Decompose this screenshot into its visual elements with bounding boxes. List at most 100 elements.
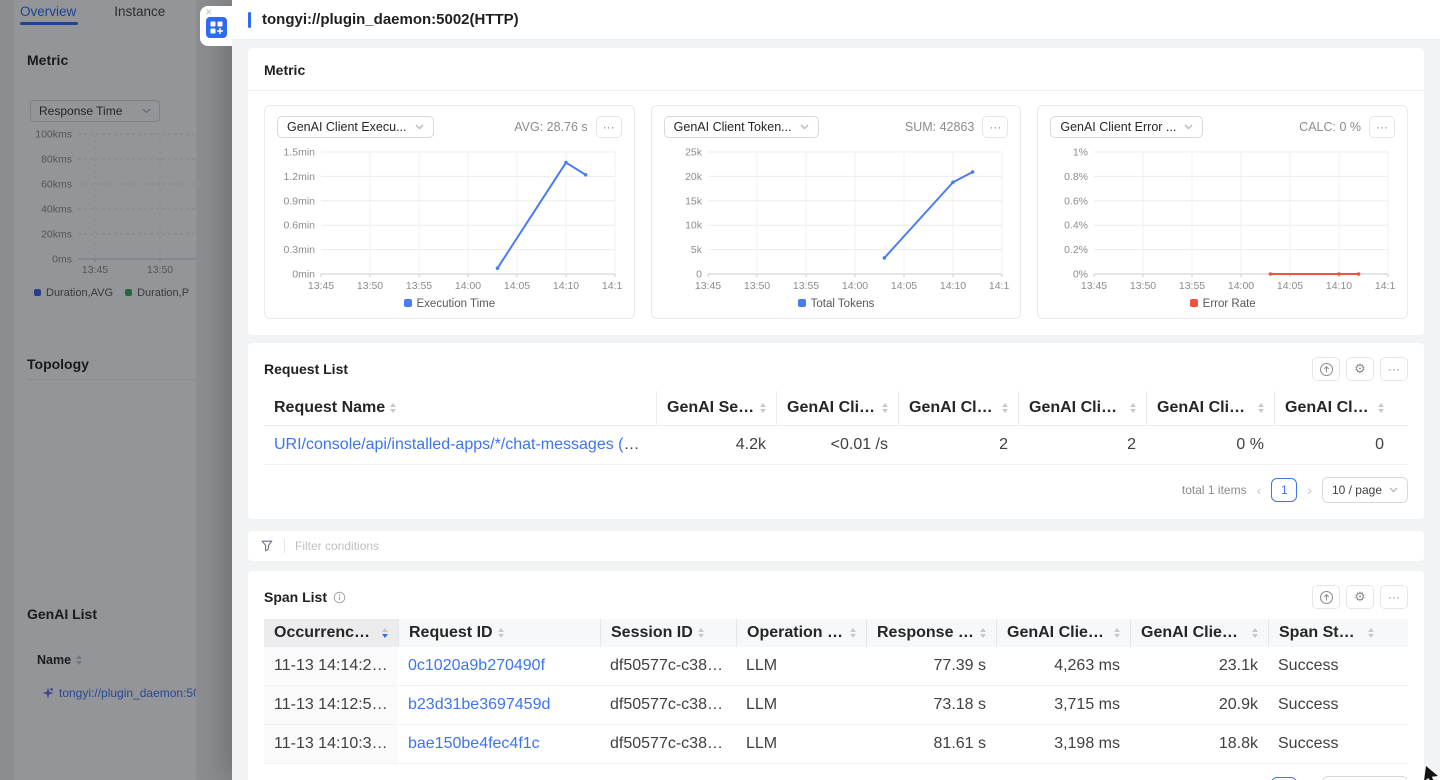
svg-text:14:15: 14:15 (989, 280, 1010, 292)
cell-link[interactable]: b23d31be3697459d (408, 696, 550, 713)
sort-icon[interactable] (760, 403, 766, 413)
table-cell: 0 % (1146, 426, 1274, 464)
svg-text:0.9min: 0.9min (283, 195, 315, 207)
span-table: Occurrence TimeRequest IDSession IDOpera… (264, 619, 1408, 764)
chart-metric-select-value: GenAI Client Execu... (287, 120, 407, 134)
chart-metric-select[interactable]: GenAI Client Execu... (277, 116, 434, 138)
svg-text:0.6%: 0.6% (1064, 195, 1088, 207)
svg-text:0.2%: 0.2% (1064, 244, 1088, 256)
chart-card-2: GenAI Client Error ...CALC: 0 %···1%0.8%… (1037, 105, 1408, 319)
settings-button[interactable]: ⚙ (1346, 585, 1374, 609)
sort-icon[interactable] (698, 628, 704, 638)
chart-metric-select[interactable]: GenAI Client Token... (664, 116, 819, 138)
chevron-down-icon (415, 124, 424, 130)
legend-item[interactable]: Total Tokens (798, 298, 875, 310)
export-button[interactable] (1312, 585, 1340, 609)
sort-icon[interactable] (498, 628, 504, 638)
span-list-actions: ⚙ ··· (1312, 585, 1408, 609)
table-cell: 81.61 s (866, 725, 996, 763)
page-size-select[interactable]: 10 / page (1322, 776, 1408, 780)
column-header[interactable]: GenAI Client Slow C... (1018, 391, 1146, 425)
svg-text:13:45: 13:45 (308, 280, 334, 292)
column-header[interactable]: GenAI Server Outpu... (656, 391, 776, 425)
metric-title-rule (248, 90, 1424, 91)
sort-icon[interactable] (1002, 403, 1008, 413)
cell-link[interactable]: 0c1020a9b270490f (408, 657, 545, 674)
sort-icon[interactable] (1378, 403, 1384, 413)
table-cell: df50577c-c383-4061-ac3... (600, 725, 736, 763)
filter-bar[interactable]: Filter conditions (248, 531, 1424, 561)
sort-icon[interactable] (1114, 628, 1120, 638)
column-header[interactable]: Span Status (1268, 619, 1384, 647)
close-widget-icon[interactable]: ✕ (205, 7, 213, 17)
chart-card-1: GenAI Client Token...SUM: 42863···25k20k… (651, 105, 1022, 319)
legend-item[interactable]: Execution Time (404, 298, 496, 310)
span-list-card: Span List ⚙ (248, 571, 1424, 780)
column-header[interactable]: GenAI Client First Tok... (996, 619, 1130, 647)
sort-icon[interactable] (390, 403, 396, 413)
filter-input[interactable]: Filter conditions (295, 539, 379, 553)
chart-plot: 1.5min1.2min0.9min0.6min0.3min0min13:451… (277, 144, 623, 296)
svg-text:14:00: 14:00 (1228, 280, 1254, 292)
sort-icon[interactable] (850, 628, 856, 638)
chart-more-button[interactable]: ··· (1369, 116, 1395, 138)
prev-page-icon[interactable]: ‹ (1255, 483, 1264, 497)
legend-item[interactable]: Error Rate (1190, 298, 1256, 310)
sort-icon[interactable] (980, 628, 986, 638)
chart-more-button[interactable]: ··· (982, 116, 1008, 138)
page-number-button[interactable]: 1 (1271, 478, 1297, 502)
cell-link[interactable]: bae150be4fec4f1c (408, 735, 540, 752)
chart-more-button[interactable]: ··· (596, 116, 622, 138)
svg-text:14:10: 14:10 (1326, 280, 1352, 292)
column-header[interactable]: Request Name (264, 391, 656, 425)
info-icon[interactable] (333, 591, 346, 604)
more-button[interactable]: ··· (1380, 357, 1408, 381)
svg-text:0: 0 (696, 269, 702, 281)
svg-text:13:45: 13:45 (695, 280, 721, 292)
table-cell: 11-13 14:14:20.557 (264, 647, 398, 685)
table-cell: b23d31be3697459d (398, 686, 600, 724)
sort-icon[interactable] (1368, 628, 1374, 638)
column-header[interactable]: Response Time (866, 619, 996, 647)
svg-text:14:05: 14:05 (504, 280, 530, 292)
next-page-icon[interactable]: › (1305, 483, 1314, 497)
filter-separator (284, 539, 285, 553)
svg-text:14:10: 14:10 (553, 280, 579, 292)
chart-metric-select[interactable]: GenAI Client Error ... (1050, 116, 1203, 138)
column-header[interactable]: Operation Type (736, 619, 866, 647)
cell-link[interactable]: URI/console/api/installed-apps/*/chat-me… (274, 436, 656, 453)
settings-button[interactable]: ⚙ (1346, 357, 1374, 381)
column-header[interactable]: GenAI Client Throu... (776, 391, 898, 425)
sort-icon[interactable] (882, 403, 888, 413)
export-button[interactable] (1312, 357, 1340, 381)
column-header[interactable]: GenAI Client Calls (898, 391, 1018, 425)
column-header[interactable]: GenAI Client Token C... (1130, 619, 1268, 647)
column-header[interactable]: Session ID (600, 619, 736, 647)
screen: { "colors": { "accent": "#2b6bf0", "link… (0, 0, 1440, 780)
svg-text:20k: 20k (685, 171, 703, 183)
column-header[interactable]: Request ID (398, 619, 600, 647)
column-header[interactable]: GenAI Client Error ... (1274, 391, 1394, 425)
sort-icon[interactable] (1130, 403, 1136, 413)
floating-widget-icon[interactable] (206, 17, 227, 38)
svg-text:14:00: 14:00 (842, 280, 868, 292)
table-cell: bae150be4fec4f1c (398, 725, 600, 763)
svg-text:10k: 10k (685, 220, 703, 232)
table-cell: 2 (1018, 426, 1146, 464)
sort-icon[interactable] (382, 628, 388, 638)
column-header[interactable]: GenAI Client Error ... (1146, 391, 1274, 425)
table-cell: df50577c-c383-4061-ac3... (600, 686, 736, 724)
table-cell: 73.18 s (866, 686, 996, 724)
svg-text:0.6min: 0.6min (283, 220, 315, 232)
more-icon: ··· (989, 120, 1001, 134)
drawer-mask[interactable] (0, 0, 232, 780)
more-button[interactable]: ··· (1380, 585, 1408, 609)
sort-icon[interactable] (1252, 628, 1258, 638)
sort-icon[interactable] (1258, 403, 1264, 413)
table-cell: 20.9k (1130, 686, 1268, 724)
column-header[interactable]: Occurrence Time (264, 619, 398, 647)
page-size-select[interactable]: 10 / page (1322, 477, 1408, 503)
chart-card-0: GenAI Client Execu...AVG: 28.76 s···1.5m… (264, 105, 635, 319)
table-cell: 0c1020a9b270490f (398, 647, 600, 685)
detail-drawer: tongyi://plugin_daemon:5002(HTTP) Metric… (232, 0, 1440, 780)
